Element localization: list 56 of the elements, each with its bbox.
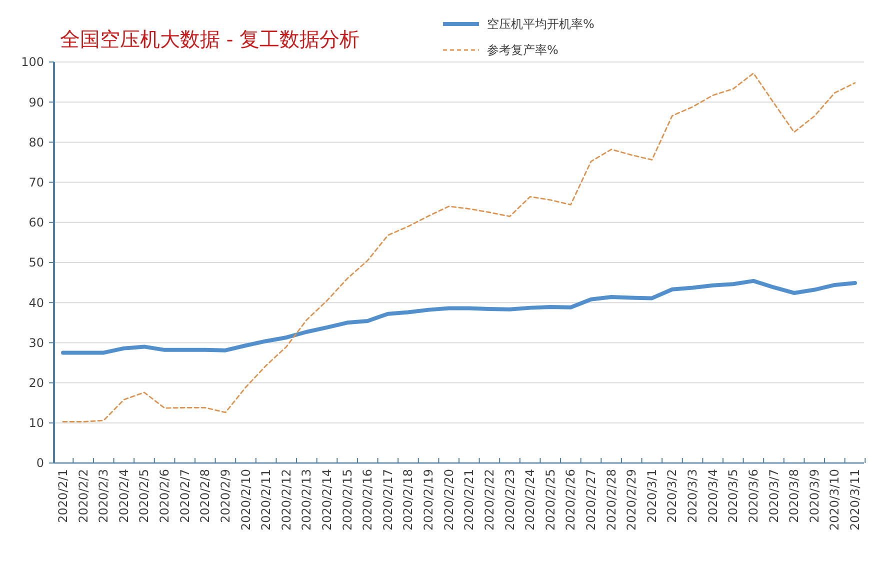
line-series [61, 278, 857, 355]
y-tick-label: 90 [28, 95, 44, 110]
x-tick-label: 2020/3/1 [644, 469, 659, 523]
x-tick-label: 2020/2/22 [482, 469, 496, 531]
x-tick-label: 2020/3/9 [807, 469, 822, 523]
x-tick-label: 2020/3/7 [766, 469, 781, 523]
y-tick-label: 30 [28, 336, 44, 350]
x-tick-label: 2020/2/5 [137, 469, 152, 523]
x-tick-label: 2020/2/14 [320, 469, 334, 531]
x-tick-label: 2020/2/13 [300, 469, 314, 531]
x-tick-label: 2020/2/21 [462, 469, 476, 531]
x-tick-label: 2020/3/6 [746, 469, 760, 523]
y-tick-label: 70 [28, 176, 44, 190]
legend-label: 空压机平均开机率% [487, 17, 594, 32]
x-tick-label: 2020/2/26 [564, 469, 578, 531]
x-tick-label: 2020/2/8 [198, 469, 212, 523]
x-tick-label: 2020/2/24 [523, 469, 538, 531]
x-tick-label: 2020/2/6 [158, 469, 172, 523]
x-tick-label: 2020/2/9 [218, 469, 232, 523]
y-tick-label: 40 [28, 296, 44, 310]
x-tick-label: 2020/2/18 [401, 469, 416, 531]
x-tick-label: 2020/2/19 [422, 469, 436, 531]
x-tick-label: 2020/2/16 [360, 469, 375, 531]
x-tick-label: 2020/2/17 [380, 469, 395, 531]
x-tick-label: 2020/2/25 [543, 469, 558, 531]
line-series [62, 72, 856, 422]
x-tick-label: 2020/2/11 [259, 469, 274, 531]
y-tick-label: 10 [28, 416, 44, 430]
x-tick-label: 2020/2/12 [279, 469, 294, 531]
y-tick-label: 100 [21, 55, 44, 70]
x-tick-label: 2020/2/23 [502, 469, 517, 531]
x-tick-label: 2020/3/11 [848, 469, 862, 531]
x-tick-label: 2020/2/1 [56, 469, 70, 523]
y-tick-label: 50 [28, 256, 44, 270]
x-tick-label: 2020/3/4 [706, 469, 720, 523]
y-tick-label: 80 [28, 135, 44, 150]
y-tick-label: 0 [36, 456, 44, 470]
x-tick-label: 2020/3/3 [686, 469, 700, 523]
x-tick-label: 2020/3/8 [787, 469, 802, 523]
x-tick-label: 2020/3/10 [828, 469, 842, 531]
x-tick-label: 2020/2/27 [584, 469, 598, 531]
x-tick-label: 2020/2/10 [238, 469, 253, 531]
x-tick-label: 2020/2/4 [116, 469, 131, 523]
legend-label: 参考复产率% [487, 43, 558, 58]
x-tick-label: 2020/2/3 [96, 469, 111, 523]
x-tick-label: 2020/2/15 [340, 469, 354, 531]
x-tick-label: 2020/2/7 [178, 469, 192, 523]
chart-title: 全国空压机大数据 - 复工数据分析 [60, 27, 360, 51]
x-tick-label: 2020/2/2 [76, 469, 90, 523]
x-tick-label: 2020/2/20 [442, 469, 456, 531]
y-tick-label: 20 [28, 376, 44, 390]
x-tick-label: 2020/2/29 [624, 469, 639, 531]
y-tick-label: 60 [28, 216, 44, 230]
x-tick-label: 2020/3/5 [726, 469, 740, 523]
x-tick-label: 2020/2/28 [604, 469, 618, 531]
x-tick-label: 2020/3/2 [665, 469, 680, 523]
